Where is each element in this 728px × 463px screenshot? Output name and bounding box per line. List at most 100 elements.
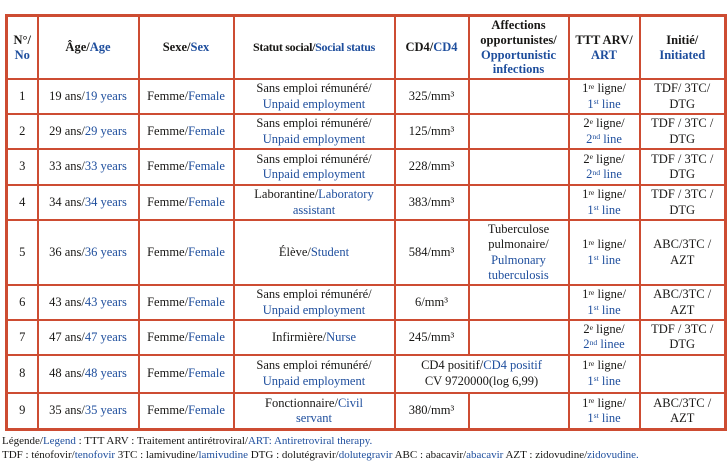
cell-sex-row-4: Femme/Female bbox=[137, 184, 235, 221]
french-text: Sans emploi rémunéré/ bbox=[256, 358, 372, 373]
cell-initiated-row-9: ABC/3TC / AZT bbox=[638, 391, 727, 431]
cell-social-status-row-5: Élève/Student bbox=[232, 219, 396, 286]
english-text: 1st line bbox=[587, 373, 621, 388]
cell-sex-row-1: Femme/Female bbox=[137, 78, 235, 115]
cell-opportunistic-infections-row-2 bbox=[467, 113, 570, 150]
french-text: 3 bbox=[19, 159, 26, 174]
cell-initiated-row-4: TDF / 3TC / DTG bbox=[638, 184, 727, 221]
french-text: TTT ARV/ bbox=[575, 32, 633, 47]
english-text: Sex bbox=[190, 40, 210, 55]
french-text: Statut social/ bbox=[253, 40, 316, 55]
cell-social-status-row-7: Infirmière/Nurse bbox=[232, 319, 396, 356]
cell-sex-row-2: Femme/Female bbox=[137, 113, 235, 150]
french-text: Femme/ bbox=[147, 123, 189, 138]
table-row-1: 1 19 ans/19 years Femme/Female Sans emploi … bbox=[5, 78, 727, 115]
french-text: Fonctionnaire/ bbox=[265, 395, 338, 410]
french-text: 36 ans/ bbox=[49, 244, 85, 259]
cell-initiated-row-5: ABC/3TC / AZT bbox=[638, 219, 727, 286]
english-text: Unpaid employment bbox=[262, 302, 366, 317]
english-text: Pulmonary tuberculosis bbox=[488, 252, 549, 282]
french-text: CD4 positif/ bbox=[421, 358, 484, 373]
table-header-row: N°/No Âge/Age Sexe/Sex Statut social/Social… bbox=[5, 14, 727, 80]
cell-cd4-row-9: 380/mm³ bbox=[393, 391, 470, 431]
english-text: 29 years bbox=[84, 123, 127, 138]
cell-sex-row-7: Femme/Female bbox=[137, 319, 235, 356]
french-text: 4 bbox=[19, 194, 26, 209]
french-text: 34 ans/ bbox=[49, 194, 85, 209]
english-text: 35 years bbox=[84, 403, 127, 418]
table-row-4: 4 34 ans/34 years Femme/Female Laborantine/… bbox=[5, 184, 727, 221]
french-text: 2e ligne/ bbox=[583, 116, 625, 131]
french-text: 1re ligne/ bbox=[582, 237, 626, 252]
cell-opportunistic-infections-row-1 bbox=[467, 78, 570, 115]
english-text: 1st line bbox=[587, 202, 621, 217]
cell-social-status-row-1: Sans emploi rémunéré/Unpaid employment bbox=[232, 78, 396, 115]
french-text: TDF / 3TC / DTG bbox=[651, 322, 714, 352]
french-text: 383/mm³ bbox=[408, 194, 455, 209]
header-cell-no: N°/No bbox=[5, 14, 39, 80]
cell-no-row-1: 1 bbox=[5, 78, 39, 115]
english-text: zidovudine. bbox=[587, 449, 639, 462]
french-text: 380/mm³ bbox=[408, 403, 455, 418]
english-text: Female bbox=[188, 365, 225, 380]
cell-initiated-row-6: ABC/3TC / AZT bbox=[638, 284, 727, 321]
header-cell-cd4: CD4/CD4 bbox=[393, 14, 470, 80]
table-row-3: 3 33 ans/33 years Femme/Female Sans emploi … bbox=[5, 148, 727, 186]
cell-social-status-row-4: Laborantine/Laboratory assistant bbox=[232, 184, 396, 221]
cell-ttt-arv-row-4: 1re ligne/1st line bbox=[567, 184, 641, 221]
english-text: Laboratory assistant bbox=[292, 187, 374, 217]
table-row-2: 2 29 ans/29 years Femme/Female Sans emploi … bbox=[5, 113, 727, 150]
cell-ttt-arv-row-2: 2e ligne/2nd line bbox=[567, 113, 641, 150]
legend-line-drugs: TDF : ténofovir/tenofovir 3TC : lamivudi… bbox=[2, 448, 728, 462]
cell-social-status-row-9: Fonctionnaire/Civil servant bbox=[232, 391, 396, 431]
table-row-9: 9 35 ans/35 years Femme/Female Fonctionnair… bbox=[5, 391, 727, 431]
french-text: 48 ans/ bbox=[49, 365, 85, 380]
cell-ttt-arv-row-3: 2e ligne/2nd line bbox=[567, 148, 641, 186]
french-text: 1 bbox=[19, 88, 26, 103]
english-text: Unpaid employment bbox=[262, 167, 366, 181]
french-text: Femme/ bbox=[147, 329, 189, 344]
french-text: 2e ligne/ bbox=[583, 322, 625, 336]
french-text: Femme/ bbox=[147, 294, 189, 309]
french-text: Femme/ bbox=[147, 244, 189, 259]
french-text: CV 9720000(log 6,99) bbox=[424, 373, 539, 388]
english-text: Social status bbox=[315, 40, 375, 55]
english-text: No bbox=[14, 47, 30, 62]
french-text: Femme/ bbox=[147, 403, 189, 418]
cell-age-row-7: 47 ans/47 years bbox=[36, 319, 140, 356]
header-cell-sex: Sexe/Sex bbox=[137, 14, 235, 80]
english-text: Female bbox=[188, 294, 225, 309]
french-text: 584/mm³ bbox=[408, 244, 455, 259]
cell-age-row-1: 19 ans/19 years bbox=[36, 78, 140, 115]
cell-no-row-2: 2 bbox=[5, 113, 39, 150]
cell-cd4-row-4: 383/mm³ bbox=[393, 184, 470, 221]
cell-sex-row-6: Femme/Female bbox=[137, 284, 235, 321]
english-text: Unpaid employment bbox=[262, 96, 366, 111]
cell-ttt-arv-row-5: 1re ligne/1st line bbox=[567, 219, 641, 286]
french-text: 1re ligne/ bbox=[582, 81, 626, 96]
french-text: 33 ans/ bbox=[49, 159, 85, 174]
document-page: N°/No Âge/Age Sexe/Sex Statut social/Social… bbox=[0, 14, 728, 461]
table-row-8: 8 48 ans/48 years Femme/Female Sans emploi … bbox=[5, 353, 727, 394]
table-row-6: 6 43 ans/43 years Femme/Female Sans emploi … bbox=[5, 284, 727, 321]
cell-opportunistic-infections-row-7 bbox=[467, 319, 570, 356]
french-text: 47 ans/ bbox=[49, 329, 85, 344]
cell-cd4-row-3: 228/mm³ bbox=[393, 148, 470, 186]
french-text: 6/mm³ bbox=[415, 294, 448, 309]
french-text: N°/ bbox=[13, 32, 32, 47]
english-text: dolutegravir bbox=[338, 449, 393, 462]
cell-sex-row-5: Femme/Female bbox=[137, 219, 235, 286]
english-text: 2nd line bbox=[586, 131, 622, 146]
cell-ttt-arv-row-8: 1re ligne/1st line bbox=[567, 353, 641, 394]
french-text: 7 bbox=[19, 329, 26, 344]
french-text: TDF / 3TC / DTG bbox=[651, 187, 714, 217]
french-text: ABC/3TC / AZT bbox=[653, 287, 712, 317]
patients-table: N°/No Âge/Age Sexe/Sex Statut social/Social… bbox=[5, 14, 727, 431]
header-cell-opportunistic-infections: Affections opportunistes/Opportunistic inf… bbox=[467, 14, 570, 80]
french-text: TDF/ 3TC/DTG bbox=[654, 81, 711, 111]
english-text: 47 years bbox=[84, 329, 127, 344]
french-text: 125/mm³ bbox=[408, 123, 455, 138]
legend-line-abbreviations: Légende/Legend : TTT ARV : Traitement an… bbox=[2, 434, 728, 448]
french-text: 2e ligne/ bbox=[583, 151, 625, 166]
table-row-5: 5 36 ans/36 years Femme/Female Élève/Studen… bbox=[5, 219, 727, 286]
